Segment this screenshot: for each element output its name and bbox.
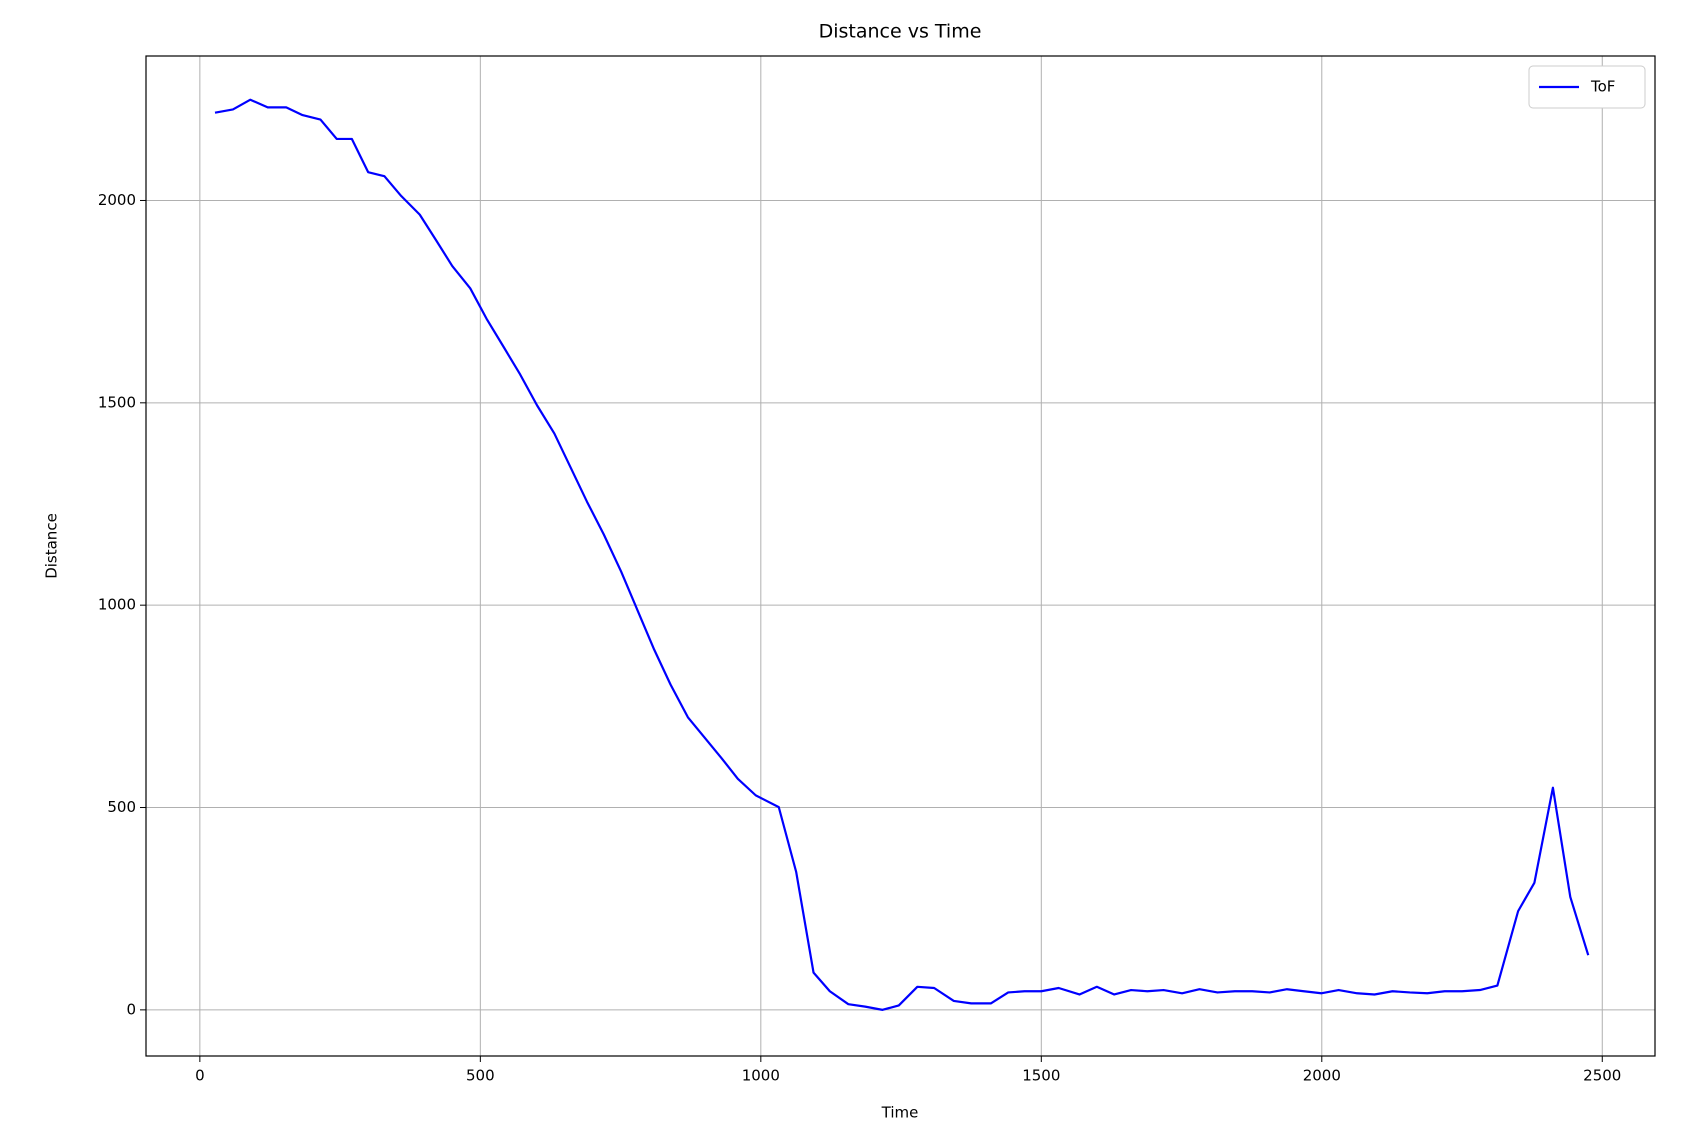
y-axis-label: Distance — [43, 513, 61, 579]
chart-title: Distance vs Time — [819, 21, 982, 43]
x-tick-label: 1000 — [742, 1067, 780, 1085]
x-tick-label: 0 — [195, 1067, 205, 1085]
y-tick-label: 1000 — [98, 596, 136, 614]
data-line — [214, 98, 1590, 1011]
x-tick-label: 1500 — [1022, 1067, 1060, 1085]
x-tick-label: 500 — [466, 1067, 495, 1085]
x-tick-label: 2500 — [1583, 1067, 1621, 1085]
y-tick-label: 2000 — [98, 191, 136, 209]
y-tick-label: 500 — [107, 798, 136, 816]
plot-frame — [145, 55, 1656, 1057]
legend-label: ToF — [1590, 78, 1615, 96]
x-tick-label: 2000 — [1303, 1067, 1341, 1085]
legend-box — [1528, 65, 1646, 109]
y-tick-label: 0 — [126, 1000, 136, 1018]
x-axis-label: Time — [881, 1104, 919, 1122]
y-tick-label: 1500 — [98, 393, 136, 411]
